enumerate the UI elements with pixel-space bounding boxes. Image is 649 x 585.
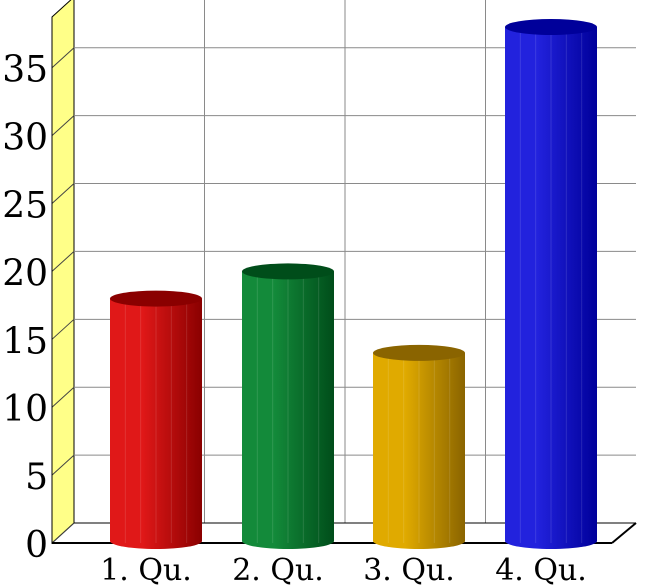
grid-line-wall <box>51 522 75 544</box>
bar-4 <box>505 19 597 549</box>
grid-line-wall <box>51 454 75 476</box>
x-tick-label: 2. Qu. <box>232 553 324 585</box>
bar-top <box>110 290 202 307</box>
y-tick-label: 25 <box>2 186 48 227</box>
y-tick-label: 35 <box>2 50 48 91</box>
chart-wall <box>51 0 75 545</box>
y-tick-label: 0 <box>25 525 48 566</box>
bar-body <box>110 298 202 549</box>
bar-2 <box>242 263 334 549</box>
bar-top <box>242 263 334 280</box>
bar-body <box>242 271 334 549</box>
grid-line-wall <box>51 386 75 408</box>
x-tick-label: 4. Qu. <box>495 553 587 585</box>
side-wall <box>51 0 75 545</box>
bars <box>110 19 597 549</box>
y-tick-label: 10 <box>2 389 48 430</box>
y-tick-label: 5 <box>25 457 48 498</box>
bar-1 <box>110 290 202 549</box>
y-tick-label: 20 <box>2 253 48 294</box>
grid-line-wall <box>51 47 75 69</box>
y-tick-label: 30 <box>2 118 48 159</box>
grid-line-wall <box>51 115 75 137</box>
grid-line-wall <box>51 318 75 340</box>
x-tick-labels: 1. Qu. 2. Qu. 3. Qu. 4. Qu. <box>100 553 587 585</box>
x-tick-label: 1. Qu. <box>100 553 192 585</box>
x-axis-depth <box>611 522 637 544</box>
bar-top <box>505 19 597 35</box>
bar-3 <box>373 344 465 549</box>
bar-top <box>373 344 465 361</box>
bar-body <box>505 27 597 549</box>
x-tick-label: 3. Qu. <box>363 553 455 585</box>
grid-line-wall <box>51 183 75 204</box>
y-tick-labels: 0 5 10 15 20 25 30 35 <box>2 50 48 566</box>
grid-line-wall <box>51 251 75 272</box>
bar-body <box>373 352 465 549</box>
y-tick-label: 15 <box>2 321 48 362</box>
